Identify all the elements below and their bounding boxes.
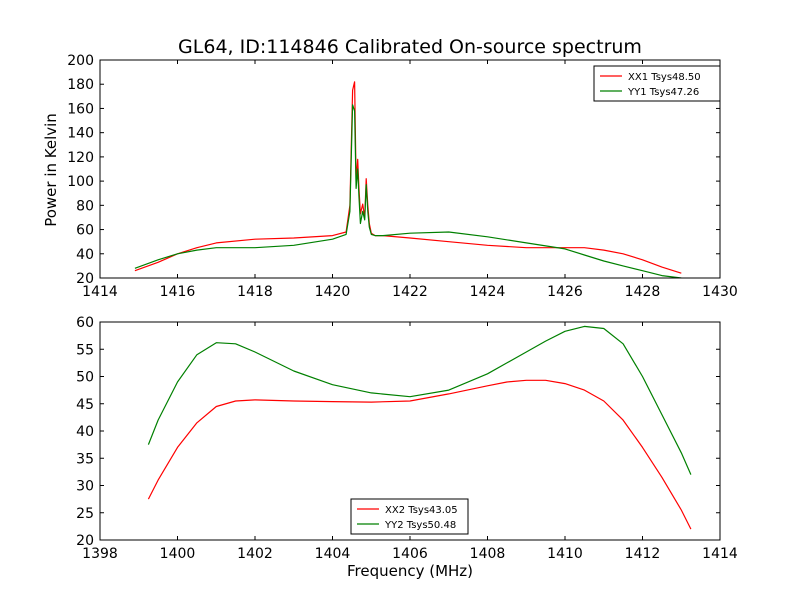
bottom-x-tick-label: 1408 [470, 546, 506, 562]
top-y-tick-label: 80 [76, 198, 94, 214]
top-y-tick-label: 40 [76, 247, 94, 263]
bottom-y-tick-label: 25 [76, 506, 94, 522]
top-y-tick-label: 160 [67, 101, 94, 117]
top-y-tick-label: 100 [67, 174, 94, 190]
top-y-tick-label: 120 [67, 150, 94, 166]
bottom-y-tick-label: 45 [76, 397, 94, 413]
bottom-x-tick-label: 1402 [237, 546, 273, 562]
top-y-tick-label: 20 [76, 271, 94, 287]
top-legend-label-1: XX1 Tsys48.50 [628, 72, 701, 83]
top-legend-label-2: YY1 Tsys47.26 [627, 87, 699, 98]
bottom-y-tick-label: 55 [76, 342, 94, 358]
bottom-y-tick-label: 50 [76, 370, 94, 386]
top-y-tick-label: 140 [67, 126, 94, 142]
bottom-y-tick-label: 60 [76, 315, 94, 331]
bottom-x-axis-label: Frequency (MHz) [347, 562, 473, 580]
top-y-axis-label: Power in Kelvin [42, 113, 60, 227]
top-x-tick-label: 1414 [82, 284, 118, 300]
top-x-tick-label: 1416 [160, 284, 196, 300]
top-x-tick-label: 1430 [702, 284, 738, 300]
bottom-y-tick-label: 40 [76, 424, 94, 440]
top-x-tick-label: 1422 [392, 284, 428, 300]
bottom-legend-box [350, 498, 469, 535]
bottom-x-tick-label: 1410 [547, 546, 583, 562]
top-y-tick-label: 200 [67, 53, 94, 69]
bottom-y-tick-label: 20 [76, 533, 94, 549]
bottom-panel: 1398 1400 1402 1404 1406 1408 1410 1412 1414 20 25… [76, 315, 738, 562]
bottom-x-tick-label: 1398 [82, 546, 118, 562]
top-panel: 1414 1416 1418 1420 1422 1424 1426 1428 1430 20 40… [67, 53, 738, 300]
bottom-legend-label-2: YY2 Tsys50.48 [384, 520, 456, 531]
bottom-y-tick-label: 35 [76, 451, 94, 467]
top-series-line-2 [134, 104, 682, 278]
top-x-tick-label: 1426 [547, 284, 583, 300]
top-y-tick-label: 180 [67, 77, 94, 93]
top-x-tick-label: 1418 [237, 284, 273, 300]
top-x-tick-label: 1428 [625, 284, 661, 300]
bottom-x-tick-label: 1414 [702, 546, 738, 562]
bottom-x-tick-label: 1404 [315, 546, 351, 562]
bottom-series-line-2 [147, 325, 692, 475]
top-x-tick-label: 1424 [470, 284, 506, 300]
top-y-tick-label: 60 [76, 223, 94, 239]
bottom-y-tick-label: 30 [76, 479, 94, 495]
bottom-legend-label-1: XX2 Tsys43.05 [385, 505, 458, 516]
bottom-x-tick-label: 1406 [392, 546, 428, 562]
bottom-x-tick-label: 1400 [160, 546, 196, 562]
bottom-series-line-1 [147, 379, 692, 530]
bottom-x-tick-label: 1412 [625, 546, 661, 562]
top-legend-box [593, 65, 721, 102]
chart-title: GL64, ID:114846 Calibrated On-source spe… [178, 36, 642, 58]
top-x-tick-label: 1420 [315, 284, 351, 300]
